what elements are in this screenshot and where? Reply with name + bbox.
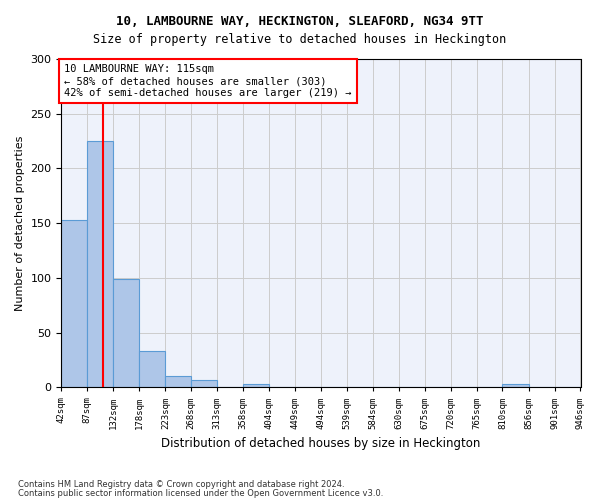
Bar	[61, 220, 87, 388]
Text: Contains HM Land Registry data © Crown copyright and database right 2024.: Contains HM Land Registry data © Crown c…	[18, 480, 344, 489]
Bar	[113, 279, 139, 388]
Bar	[87, 141, 113, 388]
Bar	[502, 384, 529, 388]
X-axis label: Distribution of detached houses by size in Heckington: Distribution of detached houses by size …	[161, 437, 481, 450]
Text: Size of property relative to detached houses in Heckington: Size of property relative to detached ho…	[94, 32, 506, 46]
Bar	[166, 376, 191, 388]
Text: Contains public sector information licensed under the Open Government Licence v3: Contains public sector information licen…	[18, 489, 383, 498]
Bar	[139, 352, 166, 388]
Bar	[243, 384, 269, 388]
Y-axis label: Number of detached properties: Number of detached properties	[15, 136, 25, 311]
Text: 10, LAMBOURNE WAY, HECKINGTON, SLEAFORD, NG34 9TT: 10, LAMBOURNE WAY, HECKINGTON, SLEAFORD,…	[116, 15, 484, 28]
Text: 10 LAMBOURNE WAY: 115sqm
← 58% of detached houses are smaller (303)
42% of semi-: 10 LAMBOURNE WAY: 115sqm ← 58% of detach…	[64, 64, 352, 98]
Bar	[191, 380, 217, 388]
